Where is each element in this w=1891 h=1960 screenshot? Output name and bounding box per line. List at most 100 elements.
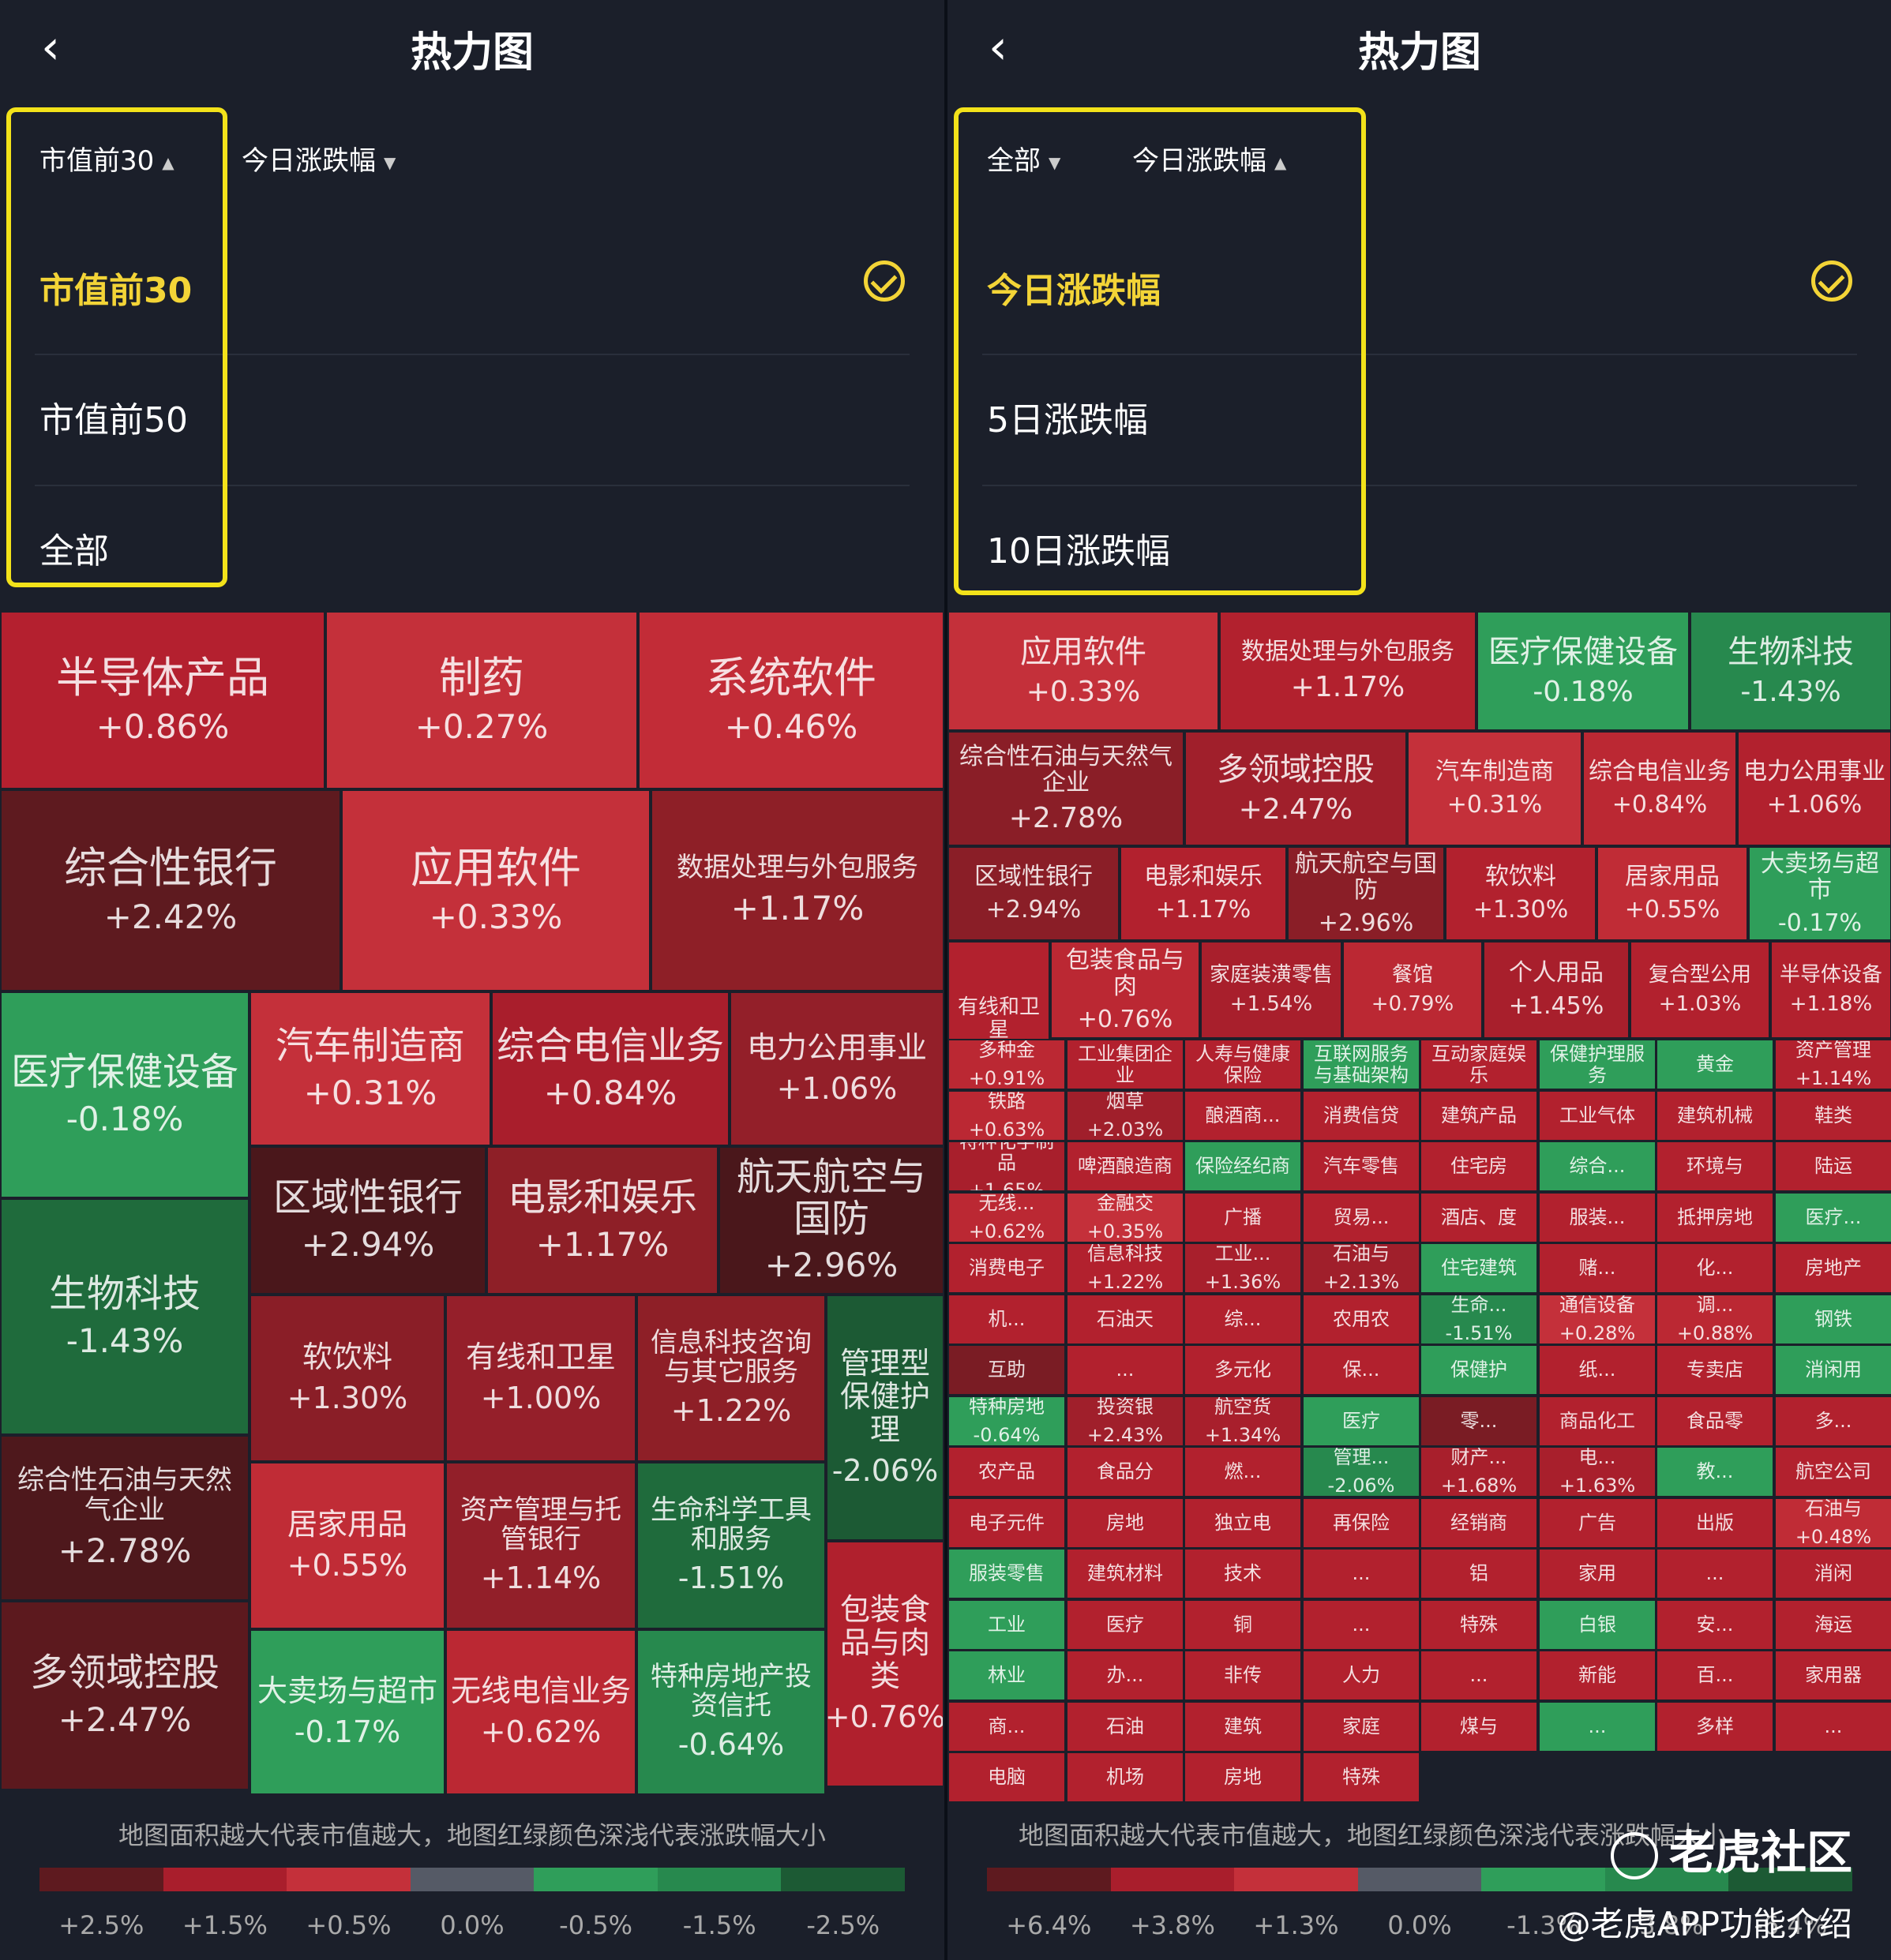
heatmap-tile[interactable]: 石油天 [1066, 1294, 1184, 1345]
heatmap-tile[interactable]: 软饮料 +1.30% [250, 1295, 445, 1462]
menu-item-today[interactable]: 今日涨跌幅 [987, 271, 1161, 311]
heatmap-tile[interactable]: 烟草 +2.03% [1066, 1090, 1184, 1141]
heatmap-tile[interactable]: 居家用品 +0.55% [250, 1462, 445, 1629]
heatmap-tile[interactable]: 大卖场与超市 -0.17% [1748, 846, 1891, 941]
heatmap-tile[interactable]: 服装... [1538, 1192, 1657, 1243]
heatmap-tile[interactable]: 信息科技 +1.22% [1066, 1242, 1184, 1294]
heatmap-tile[interactable]: 机场 [1066, 1752, 1184, 1803]
heatmap-tile[interactable]: 系统软件 +0.46% [638, 611, 944, 789]
menu-item-top50[interactable]: 市值前50 [39, 400, 188, 440]
heatmap-tile[interactable]: 多样 [1656, 1701, 1774, 1752]
heatmap-tile[interactable]: ... [1302, 1548, 1420, 1599]
heatmap-tile[interactable]: 住宅房 [1420, 1141, 1538, 1192]
heatmap-tile[interactable]: 商品化工 [1538, 1396, 1657, 1447]
heatmap-tile[interactable]: 消费电子 [947, 1242, 1066, 1294]
heatmap-tile[interactable]: 服装零售 [947, 1548, 1066, 1599]
heatmap-tile[interactable]: 互动家庭娱乐 [1420, 1039, 1538, 1090]
heatmap-tile[interactable]: 房地产 [1774, 1242, 1891, 1294]
heatmap-tile[interactable]: 环境与 [1656, 1141, 1774, 1192]
change-period-filter[interactable]: 今日涨跌幅 ▼ [242, 139, 396, 178]
heatmap-tile[interactable]: 零... [1420, 1396, 1538, 1447]
heatmap-tile[interactable]: 通信设备 +0.28% [1538, 1294, 1657, 1345]
heatmap-tile[interactable]: 林业 [947, 1650, 1066, 1701]
heatmap-tile[interactable]: 综合电信业务 +0.84% [491, 991, 730, 1146]
heatmap-tile[interactable]: 软饮料 +1.30% [1445, 846, 1596, 941]
heatmap-tile[interactable]: 钢铁 [1774, 1294, 1891, 1345]
heatmap-tile[interactable]: 贸易... [1302, 1192, 1420, 1243]
heatmap-tile[interactable]: 食品分 [1066, 1446, 1184, 1497]
heatmap-tile[interactable]: 工业... +1.36% [1184, 1242, 1302, 1294]
heatmap-tile[interactable]: 综合性石油与天然气企业 +2.78% [947, 731, 1184, 846]
heatmap-tile[interactable]: 安... [1656, 1599, 1774, 1651]
heatmap-tile[interactable]: 无线... +0.62% [947, 1192, 1066, 1243]
heatmap-tile[interactable]: 无线电信业务 +0.62% [445, 1629, 636, 1795]
heatmap-tile[interactable]: 建筑材料 [1066, 1548, 1184, 1599]
heatmap-tile[interactable]: 石油与 +0.48% [1774, 1497, 1891, 1549]
menu-item-all[interactable]: 全部 [39, 531, 109, 572]
heatmap-tile[interactable]: 出版 [1656, 1497, 1774, 1549]
heatmap-tile[interactable]: 经销商 [1420, 1497, 1538, 1549]
heatmap-tile[interactable]: 综合电信业务 +0.84% [1582, 731, 1737, 846]
heatmap-tile[interactable]: 新能 [1538, 1650, 1657, 1701]
heatmap-tile[interactable]: 海运 [1774, 1599, 1891, 1651]
heatmap-tile[interactable]: 铝 [1420, 1548, 1538, 1599]
heatmap-tile[interactable]: 互联网服务与基础架构 [1302, 1039, 1420, 1090]
heatmap-tile[interactable]: 电力公用事业 +1.06% [730, 991, 944, 1146]
heatmap-tile[interactable]: 金融交 +0.35% [1066, 1192, 1184, 1243]
heatmap-tile[interactable]: 生命科学工具和服务 -1.51% [636, 1462, 826, 1629]
heatmap-tile[interactable]: 保... [1302, 1344, 1420, 1396]
heatmap-tile[interactable]: 石油与 +2.13% [1302, 1242, 1420, 1294]
heatmap-tile[interactable]: 数据处理与外包服务 +1.17% [651, 789, 944, 991]
heatmap-tile[interactable]: 食品零 [1656, 1396, 1774, 1447]
heatmap-tile[interactable]: 特种化学制品 +1.65% [947, 1141, 1066, 1192]
heatmap-tile[interactable]: 独立电 [1184, 1497, 1302, 1549]
heatmap-tile[interactable]: 建筑 [1184, 1701, 1302, 1752]
heatmap-tile[interactable]: 人力 [1302, 1650, 1420, 1701]
heatmap-tile[interactable]: 煤与 [1420, 1701, 1538, 1752]
heatmap-tile[interactable]: 航天航空与国防 +2.96% [719, 1146, 944, 1295]
heatmap-tile[interactable]: 半导体产品 +0.86% [0, 611, 325, 789]
heatmap-tile[interactable]: 电影和娱乐 +1.17% [1120, 846, 1287, 941]
heatmap-tile[interactable]: 家庭 [1302, 1701, 1420, 1752]
heatmap-tile[interactable]: 互助 [947, 1344, 1066, 1396]
heatmap-tile[interactable]: 数据处理与外包服务 +1.17% [1219, 611, 1476, 731]
heatmap-tile[interactable]: 黄金 [1656, 1039, 1774, 1090]
heatmap-tile[interactable]: 多种金 +0.91% [947, 1039, 1066, 1090]
heatmap-tile[interactable]: 综合性石油与天然气企业 +2.78% [0, 1435, 250, 1601]
heatmap-tile[interactable]: 汽车制造商 +0.31% [1407, 731, 1582, 846]
heatmap-tile[interactable]: 多元化 [1184, 1344, 1302, 1396]
heatmap-tile[interactable]: 消闲用 [1774, 1344, 1891, 1396]
heatmap-tile[interactable]: 保健护理服务 [1538, 1039, 1657, 1090]
heatmap-tile[interactable]: 专卖店 [1656, 1344, 1774, 1396]
heatmap-tile[interactable]: 石油 [1066, 1701, 1184, 1752]
heatmap-tile[interactable]: 航空货 +1.34% [1184, 1396, 1302, 1447]
heatmap-tile[interactable]: 啤酒酿造商 [1066, 1141, 1184, 1192]
heatmap-tile[interactable]: 生物科技 -1.43% [1690, 611, 1891, 731]
heatmap-tile[interactable]: 区域性银行 +2.94% [250, 1146, 486, 1295]
heatmap-tile[interactable]: 铜 [1184, 1599, 1302, 1651]
heatmap-tile[interactable]: 财产... +1.68% [1420, 1446, 1538, 1497]
heatmap-tile[interactable]: 铁路 +0.63% [947, 1090, 1066, 1141]
heatmap-tile[interactable]: 大卖场与超市 -0.17% [250, 1629, 445, 1795]
heatmap-tile[interactable]: 白银 [1538, 1599, 1657, 1651]
heatmap-tile[interactable]: 商... [947, 1701, 1066, 1752]
menu-item-10day[interactable]: 10日涨跌幅 [987, 531, 1170, 572]
heatmap-tile[interactable]: 消闲 [1774, 1548, 1891, 1599]
heatmap-tile[interactable]: 区域性银行 +2.94% [947, 846, 1120, 941]
heatmap-tile[interactable]: 居家用品 +0.55% [1596, 846, 1748, 941]
heatmap-tile[interactable]: 多领域控股 +2.47% [1184, 731, 1407, 846]
heatmap-tile[interactable]: 工业气体 [1538, 1090, 1657, 1141]
heatmap-tile[interactable]: 汽车制造商 +0.31% [250, 991, 491, 1146]
back-chevron-icon[interactable]: ‹ [989, 20, 1007, 75]
heatmap-tile[interactable]: 家用器 [1774, 1650, 1891, 1701]
heatmap-tile[interactable]: 医疗保健设备 -0.18% [1476, 611, 1690, 731]
back-chevron-icon[interactable]: ‹ [41, 20, 60, 75]
heatmap-tile[interactable]: 特殊 [1302, 1752, 1420, 1803]
heatmap-tile[interactable]: 医疗... [1774, 1192, 1891, 1243]
heatmap-tile[interactable]: 资产管理 +1.14% [1774, 1039, 1891, 1090]
heatmap-tile[interactable]: 生物科技 -1.43% [0, 1198, 250, 1435]
heatmap-tile[interactable]: 包装食品与肉 +0.76% [1050, 941, 1200, 1039]
heatmap-tile[interactable]: 房地 [1066, 1497, 1184, 1549]
heatmap-tile[interactable]: 保健护 [1420, 1344, 1538, 1396]
heatmap-tile[interactable]: 管理... -2.06% [1302, 1446, 1420, 1497]
